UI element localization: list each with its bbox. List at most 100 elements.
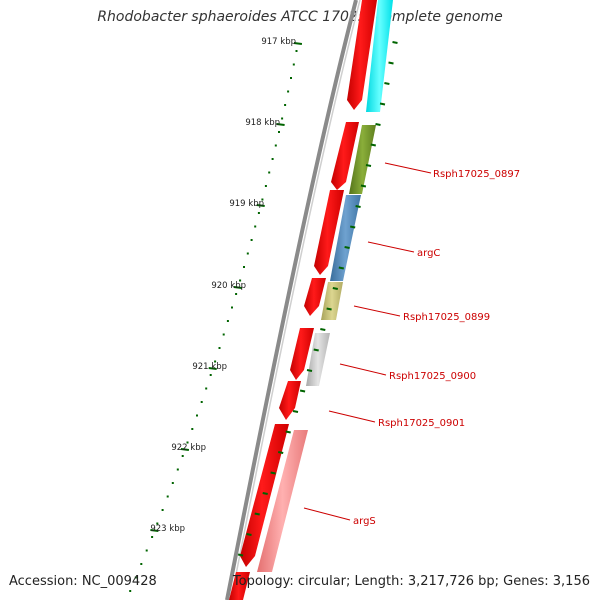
scale-major-tick (180, 448, 190, 451)
tick-label-920: 920 kbp (211, 281, 246, 291)
scale-dot (209, 374, 212, 376)
gene-arrow[interactable] (290, 328, 314, 380)
scale-dot (200, 401, 203, 403)
gene-labels: Rsph17025_0897 argC Rsph17025_0899 Rsph1… (303, 162, 520, 527)
scale-dot (205, 387, 208, 390)
gene-label-rsph0897[interactable]: Rsph17025_0897 (433, 169, 520, 180)
scale-dot (129, 590, 132, 592)
scale-dot (191, 428, 194, 430)
right-tick (299, 389, 306, 393)
scale-dot (134, 576, 137, 579)
gene-label-argc[interactable]: argC (417, 248, 440, 259)
right-tick (392, 41, 398, 44)
scale-dot (257, 212, 260, 214)
scale-dot (145, 549, 148, 552)
tick-label-918: 918 kbp (245, 118, 280, 128)
right-tick (254, 512, 260, 516)
gene-block-gray[interactable] (306, 333, 330, 386)
right-tick-marks (237, 41, 398, 557)
gene-label-rsph0901[interactable]: Rsph17025_0901 (378, 418, 465, 429)
gene-arrow[interactable] (314, 190, 344, 275)
scale-dot (295, 50, 298, 52)
gene-label-rsph0899[interactable]: Rsph17025_0899 (403, 312, 490, 323)
map-title: Rhodobacter sphaeroides ATCC 17025, comp… (97, 9, 503, 25)
scale-dot (140, 563, 143, 565)
scale-dot (246, 252, 249, 255)
leader-line (384, 162, 432, 174)
right-tick (360, 184, 367, 188)
scale-dot (281, 117, 284, 120)
right-tick (379, 102, 386, 106)
scale-dot (226, 320, 229, 322)
right-tick (285, 430, 291, 434)
scale-dot (290, 77, 292, 79)
tick-label-922: 922 kbp (171, 443, 206, 453)
scale-dot (176, 468, 179, 471)
gene-label-args[interactable]: argS (353, 516, 376, 527)
right-tick (262, 492, 268, 495)
scale-ticks (150, 42, 303, 532)
scale-dot (218, 347, 221, 349)
gene-arrow[interactable] (304, 278, 326, 316)
gene-arrow[interactable] (279, 381, 301, 420)
cog-genes (257, 0, 393, 572)
scale-major-tick (276, 123, 285, 126)
right-tick (370, 143, 376, 147)
topology-text: Topology: circular; Length: 3,217,726 bp… (232, 574, 590, 589)
leader-line (353, 305, 401, 317)
scale-major-tick (208, 367, 217, 370)
scale-dot (222, 333, 225, 336)
scale-dot (161, 509, 164, 511)
backbone-line (225, 0, 358, 600)
forward-strand-genes (229, 0, 377, 600)
scale-major-tick (150, 529, 159, 532)
leader-line (367, 241, 415, 253)
gene-block-olive[interactable] (349, 125, 376, 194)
scale-dot (271, 158, 274, 160)
scale-dot (243, 266, 245, 268)
scale-dot (274, 144, 277, 147)
tick-label-923: 923 kbp (150, 524, 185, 534)
tick-label-917: 917 kbp (261, 37, 296, 47)
tick-label-921: 921 kbp (192, 362, 227, 372)
gene-arrow[interactable] (229, 572, 250, 600)
gene-arrow[interactable] (240, 424, 289, 567)
gene-label-rsph0900[interactable]: Rsph17025_0900 (389, 371, 476, 382)
right-tick (270, 471, 276, 475)
scale-dot (196, 414, 198, 417)
scale-dot (239, 279, 242, 282)
scale-dot (186, 441, 189, 444)
right-tick (344, 246, 350, 249)
gene-arrow[interactable] (331, 122, 359, 190)
right-tick (246, 533, 252, 536)
right-tick (355, 205, 361, 208)
gene-arrow[interactable] (347, 0, 377, 110)
scale-dot (250, 239, 253, 241)
scale-dot (151, 536, 154, 538)
scale-dot (166, 495, 169, 498)
gene-block-pink[interactable] (257, 430, 308, 572)
leader-line (339, 363, 387, 376)
scale-dot (171, 482, 174, 484)
scale-dot (231, 306, 233, 309)
accession-text: Accession: NC_009428 (9, 574, 157, 589)
scale-dot (235, 293, 238, 295)
right-tick (332, 287, 338, 290)
gene-block-cyan[interactable] (366, 0, 393, 112)
scale-dot (268, 171, 271, 174)
right-tick (338, 266, 344, 270)
right-tick (326, 307, 332, 311)
scale-dots (129, 50, 298, 592)
right-tick (375, 123, 381, 126)
tick-labels: 917 kbp 918 kbp 919 kbp 920 kbp 921 kbp … (150, 37, 296, 534)
gene-block-steelblue[interactable] (330, 195, 361, 281)
tick-label-919: 919 kbp (229, 199, 264, 209)
scale-dot (156, 522, 159, 525)
right-tick (292, 410, 299, 413)
right-tick (388, 61, 394, 65)
scale-dot (214, 360, 217, 363)
right-tick (350, 225, 356, 229)
right-tick (278, 451, 284, 454)
gene-block-khaki[interactable] (321, 282, 343, 320)
